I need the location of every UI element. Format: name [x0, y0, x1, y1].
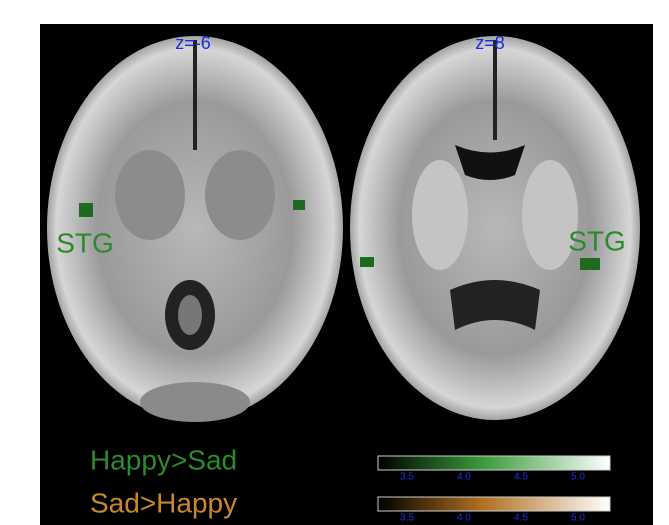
colorbar-tick: 4.5 — [514, 472, 528, 483]
colorbar-tick: 4.0 — [457, 513, 471, 524]
colorbar-tick: 5.0 — [571, 513, 585, 524]
colorbar-tick: 4.0 — [457, 472, 471, 483]
figure: z=-6 z=8 STG STG Happy>Sad Sad>Happy 3.5… — [0, 0, 669, 525]
colorbar-tick: 5.0 — [571, 472, 585, 483]
legend-label: Happy>Sad — [90, 444, 237, 475]
slice-label: z=-6 — [175, 33, 211, 53]
region-label: STG — [568, 225, 626, 256]
colorbar — [378, 456, 610, 470]
colorbar — [378, 497, 610, 511]
colorbar-tick: 3.5 — [400, 513, 414, 524]
slice-label: z=8 — [475, 33, 505, 53]
region-label: STG — [56, 227, 114, 258]
legend-label: Sad>Happy — [90, 487, 237, 518]
colorbar-tick: 3.5 — [400, 472, 414, 483]
colorbar-tick: 4.5 — [514, 513, 528, 524]
